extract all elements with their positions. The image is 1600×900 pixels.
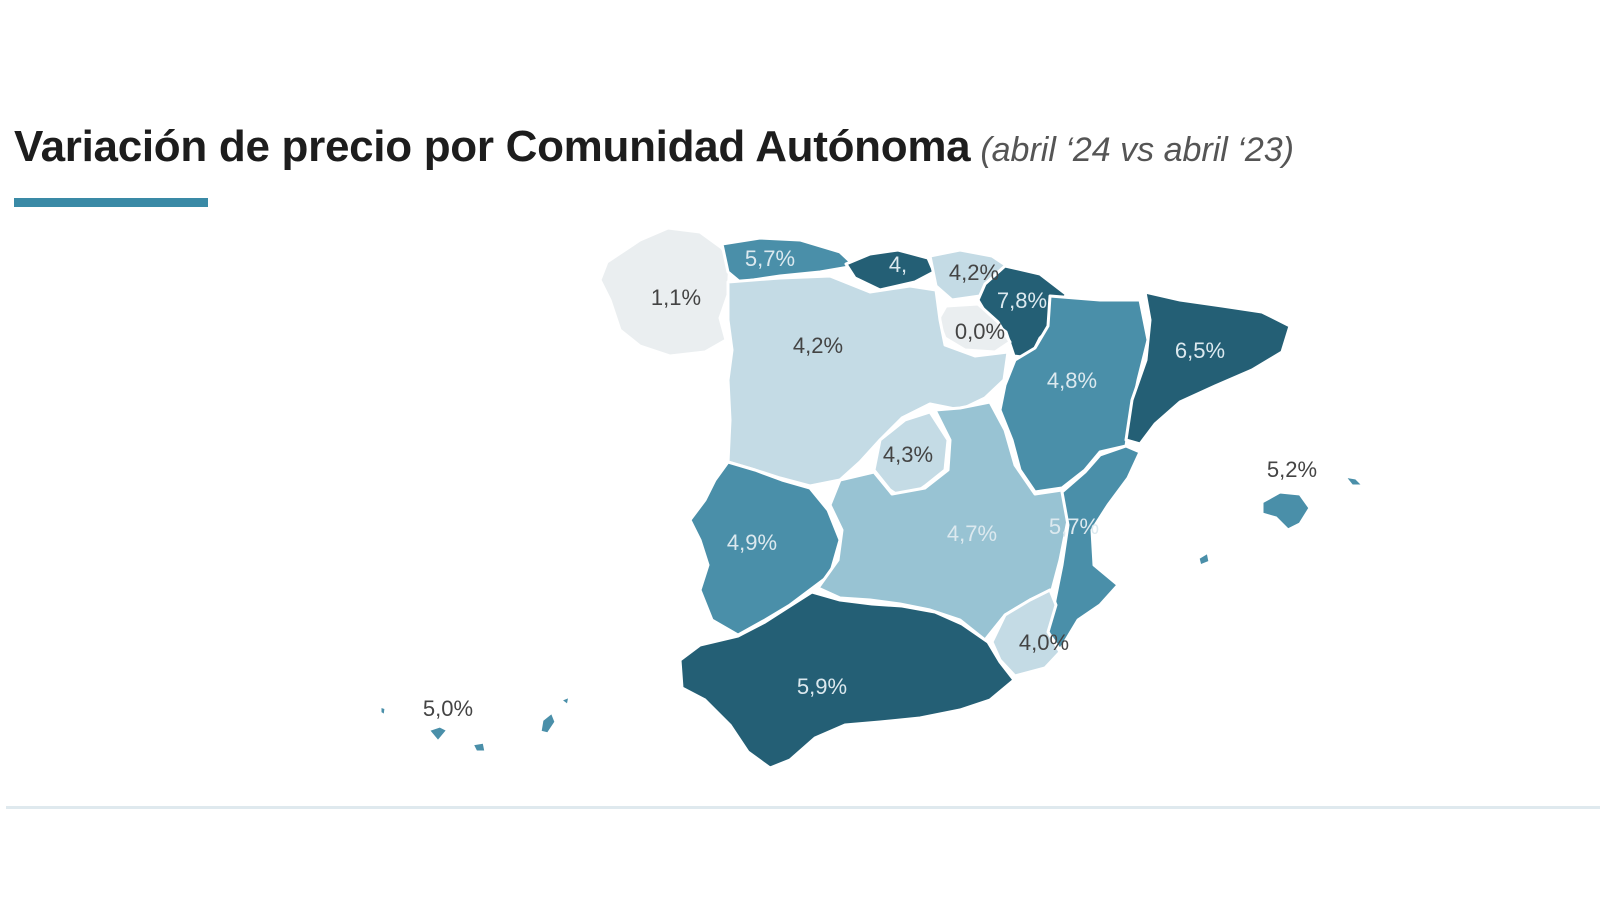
region-extremadura[interactable] [688, 460, 842, 637]
label-pais-vasco: 4,2% [949, 260, 999, 285]
label-canarias: 5,0% [423, 696, 473, 721]
chart-title: Variación de precio por Comunidad Autóno… [14, 122, 971, 171]
region-andalucia[interactable] [678, 590, 1016, 770]
region-canarias-5[interactable] [558, 694, 572, 708]
label-cantabria: 4, [889, 252, 907, 277]
region-baleares-ibiza[interactable] [1196, 550, 1212, 568]
region-comunidad-valenciana[interactable] [1046, 444, 1142, 652]
region-canarias-1[interactable] [378, 704, 388, 718]
region-murcia[interactable] [990, 588, 1062, 678]
label-madrid: 4,3% [883, 442, 933, 467]
bottom-divider [6, 806, 1600, 809]
label-aragon: 4,8% [1047, 368, 1097, 393]
region-canarias-2[interactable] [426, 724, 450, 744]
title-row: Variación de precio por Comunidad Autóno… [14, 122, 1294, 172]
label-extremadura: 4,9% [727, 530, 777, 555]
region-baleares-menorca[interactable] [1342, 474, 1366, 488]
label-asturias: 5,7% [745, 246, 795, 271]
region-asturias[interactable] [720, 236, 857, 284]
label-galicia: 1,1% [651, 285, 701, 310]
chart-subtitle: (abril ‘24 vs abril ‘23) [980, 131, 1294, 169]
label-castilla-la-mancha: 4,7% [947, 521, 997, 546]
label-baleares: 5,2% [1267, 457, 1317, 482]
region-castilla-y-leon[interactable] [726, 274, 1010, 488]
label-la-rioja: 0,0% [955, 319, 1005, 344]
region-castilla-la-mancha[interactable] [816, 400, 1070, 642]
label-castilla-y-leon: 4,2% [793, 333, 843, 358]
label-andalucia: 5,9% [797, 674, 847, 699]
label-navarra: 7,8% [997, 288, 1047, 313]
region-canarias-3[interactable] [470, 740, 488, 754]
label-murcia: 4,0% [1019, 630, 1069, 655]
label-cataluna: 6,5% [1175, 338, 1225, 363]
title-accent-bar [14, 198, 208, 207]
region-galicia[interactable] [598, 226, 732, 358]
label-comunidad-valenciana: 5,7% [1049, 514, 1099, 539]
region-baleares-mallorca[interactable] [1260, 490, 1312, 532]
region-canarias-4[interactable] [538, 710, 558, 736]
region-cataluna[interactable] [1124, 290, 1292, 446]
